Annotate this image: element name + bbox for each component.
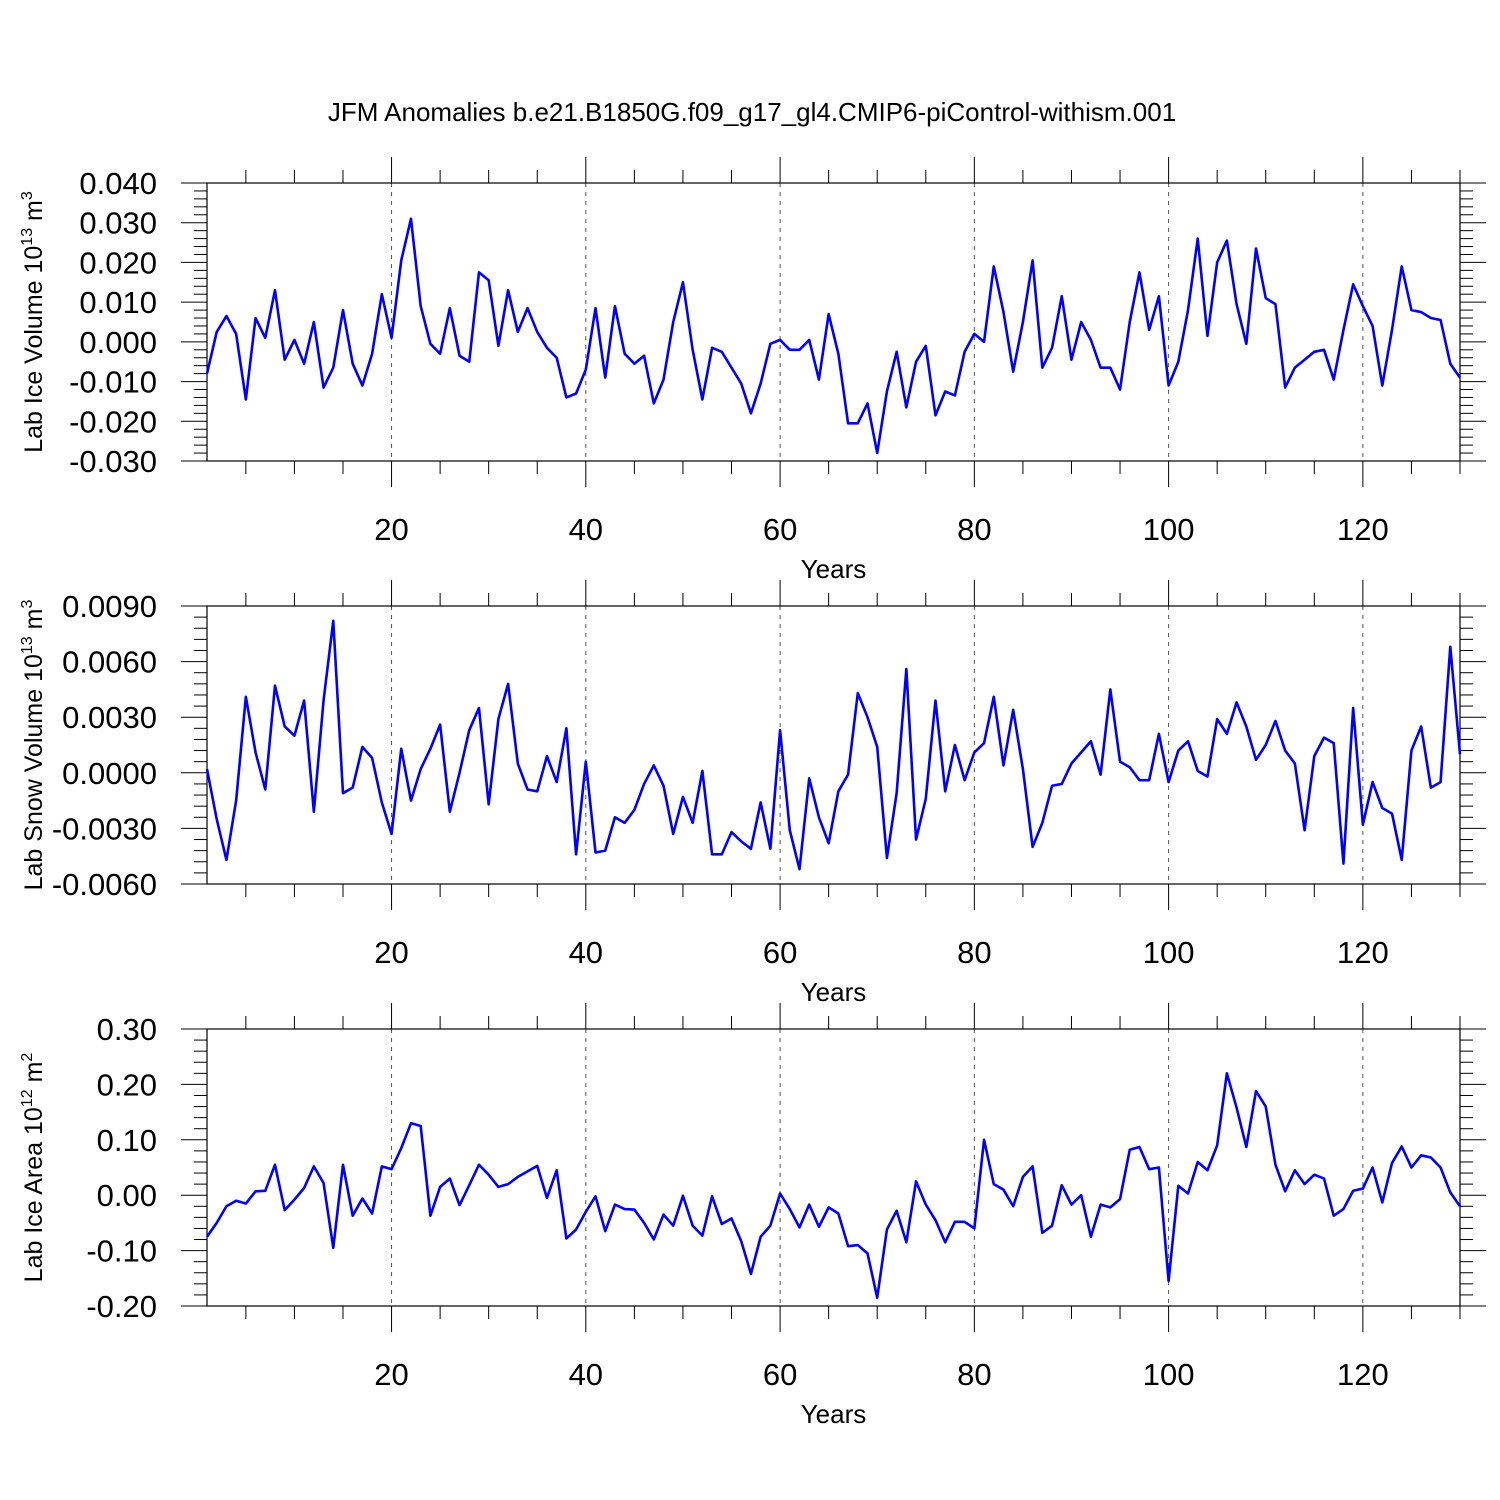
- y-label-unit: m: [20, 1062, 48, 1090]
- y-tick-label: 0.000: [79, 325, 157, 360]
- y-tick-label: -0.0030: [52, 811, 157, 846]
- plot-frame: [206, 1028, 1461, 1307]
- plot-frame: [206, 605, 1461, 885]
- y-axis-label: Lab Snow Volume 1013 m3: [19, 600, 48, 891]
- x-tick-label: 60: [763, 1357, 797, 1392]
- y-label-exponent: 13: [19, 636, 36, 654]
- y-axis-label: Lab Ice Area 1012 m2: [19, 1053, 48, 1283]
- panel-1: -0.030 -0.020 -0.010 0.000 0.010 0.020 0.030 0.…: [19, 157, 1486, 584]
- y-tick-label: -0.10: [86, 1234, 157, 1269]
- plot-frame: [206, 182, 1461, 462]
- y-label-unit-exponent: 2: [19, 1053, 36, 1062]
- y-label-unit: m: [20, 609, 48, 637]
- series-line: [205, 1072, 1462, 1299]
- y-tick-label: 0.0090: [62, 589, 157, 624]
- x-tick-label: 60: [763, 512, 797, 547]
- x-tick-label: 40: [569, 935, 603, 970]
- x-tick-label: 120: [1337, 512, 1389, 547]
- x-axis-label: Years: [801, 1399, 867, 1429]
- y-label-unit-exponent: 3: [19, 191, 36, 200]
- panel-3: -0.20 -0.10 0.00 0.10 0.20 0.30 20 40 60 80 100 120…: [19, 1003, 1486, 1429]
- x-tick-label: 20: [374, 935, 408, 970]
- x-tick-label: 120: [1337, 1357, 1389, 1392]
- x-tick-label: 40: [569, 1357, 603, 1392]
- y-tick-label: -0.010: [69, 365, 157, 400]
- y-axis-label: Lab Ice Volume 1013 m3: [19, 191, 48, 453]
- y-tick-label: -0.20: [86, 1289, 157, 1324]
- y-label-main: Lab Ice Area 10: [20, 1107, 48, 1282]
- y-tick-label: 0.00: [97, 1178, 157, 1213]
- x-tick-label: 100: [1143, 512, 1195, 547]
- x-tick-label: 20: [374, 512, 408, 547]
- series-line: [205, 217, 1462, 455]
- y-tick-label: 0.20: [97, 1067, 157, 1102]
- panels: -0.030 -0.020 -0.010 0.000 0.010 0.020 0.030 0.…: [19, 157, 1486, 1429]
- panel-2: -0.0060 -0.0030 0.0000 0.0030 0.0060 0.0090 20…: [19, 580, 1486, 1007]
- y-tick-label: -0.030: [69, 444, 157, 479]
- series-line: [205, 619, 1462, 871]
- y-tick-label: 0.020: [79, 245, 157, 280]
- y-tick-label: 0.30: [97, 1012, 157, 1047]
- x-tick-label: 100: [1143, 1357, 1195, 1392]
- y-tick-label: 0.040: [79, 166, 157, 201]
- x-tick-label: 60: [763, 935, 797, 970]
- x-tick-label: 40: [569, 512, 603, 547]
- chart-title: JFM Anomalies b.e21.B1850G.f09_g17_gl4.C…: [328, 97, 1176, 127]
- y-tick-label: 0.10: [97, 1123, 157, 1158]
- y-label-exponent: 13: [19, 228, 36, 246]
- x-tick-label: 80: [957, 1357, 991, 1392]
- y-tick-label: -0.020: [69, 404, 157, 439]
- x-tick-label: 20: [374, 1357, 408, 1392]
- y-tick-label: -0.0060: [52, 867, 157, 902]
- y-label-unit: m: [20, 200, 48, 228]
- y-tick-label: 0.0000: [62, 756, 157, 791]
- y-tick-label: 0.0030: [62, 700, 157, 735]
- y-label-exponent: 12: [19, 1089, 36, 1107]
- y-label-main: Lab Ice Volume 10: [20, 246, 48, 453]
- x-tick-label: 80: [957, 512, 991, 547]
- y-tick-label: 0.030: [79, 206, 157, 241]
- y-label-main: Lab Snow Volume 10: [20, 654, 48, 890]
- x-tick-label: 80: [957, 935, 991, 970]
- x-axis-label: Years: [801, 554, 867, 584]
- x-tick-label: 100: [1143, 935, 1195, 970]
- y-tick-label: 0.010: [79, 285, 157, 320]
- x-tick-label: 120: [1337, 935, 1389, 970]
- y-label-unit-exponent: 3: [19, 600, 36, 609]
- y-tick-label: 0.0060: [62, 645, 157, 680]
- x-axis-label: Years: [801, 977, 867, 1007]
